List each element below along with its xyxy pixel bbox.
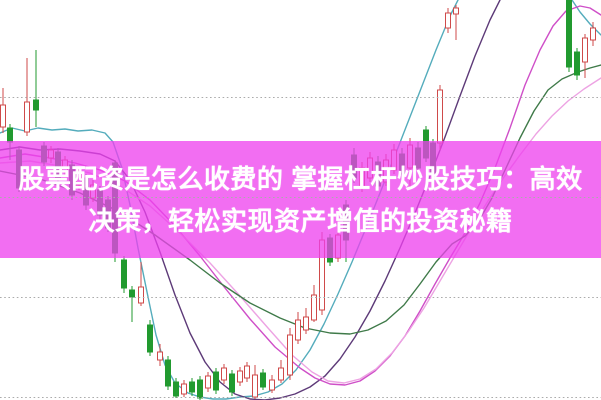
candle-body [229,373,235,393]
candle-body [252,374,258,398]
candle-body [0,104,6,128]
candle-body [237,370,243,383]
candle-body [138,286,144,304]
candle-body [582,37,588,63]
candle-body [566,0,572,68]
candle-body [205,375,211,389]
candle-body [7,127,13,143]
candle-body [287,334,293,376]
candle-body [278,367,284,381]
candle-body [213,371,219,391]
candle-body [24,101,30,133]
candle-body [269,379,275,391]
candle-body [311,294,317,321]
candle-body [453,7,459,15]
headline-banner: 股票配资是怎么收费的 掌握杠杆炒股技巧：高效 决策，轻松实现资产增值的投资秘籍 [0,141,601,258]
candle-body [181,383,187,395]
candle-body [165,359,171,387]
candle-body [260,372,266,388]
candle-body [147,324,153,353]
ma-fast-cyan [571,0,601,36]
candle-body [157,351,163,361]
candle-body [173,381,179,397]
candle-body [590,27,596,41]
candle-body [445,12,451,29]
candle-body [244,365,250,379]
candle-body [437,89,443,144]
candle-body [221,367,227,381]
headline-line-2: 决策，轻松实现资产增值的投资秘籍 [88,205,513,236]
candle-body [189,381,195,393]
candle-body [33,99,39,111]
candle-body [121,259,127,289]
candle-body [295,319,301,341]
candle-body [574,51,580,76]
candle-body [303,316,309,331]
candle-body [129,289,135,298]
headline-line-1: 股票配资是怎么收费的 掌握杠杆炒股技巧：高效 [18,163,583,194]
candle-body [197,379,203,399]
